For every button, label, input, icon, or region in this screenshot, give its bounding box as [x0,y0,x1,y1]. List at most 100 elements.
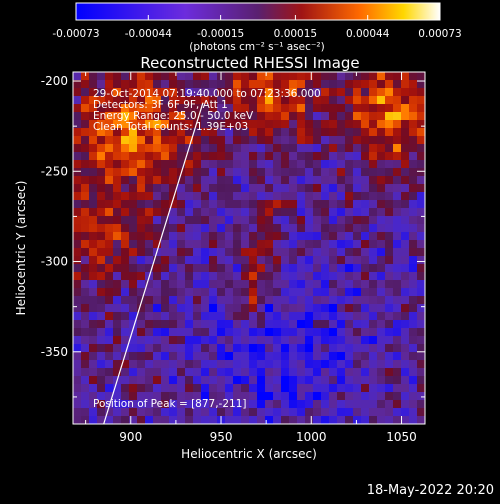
heatmap-cell [353,376,362,385]
heatmap-cell [113,416,122,424]
heatmap-cell [89,88,98,97]
heatmap-cell [169,400,178,409]
heatmap-cell [409,80,418,89]
heatmap-cell [129,152,138,161]
heatmap-cell [241,168,250,177]
heatmap-cell [145,376,154,385]
heatmap-cell [89,408,98,417]
heatmap-cell [321,368,330,377]
heatmap-cell [297,104,306,113]
heatmap-cell [361,408,370,417]
heatmap-cell [209,216,218,225]
heatmap-cell [105,128,114,137]
heatmap-cell [289,152,298,161]
heatmap-cell [361,296,370,305]
heatmap-cell [305,128,314,137]
heatmap-cell [129,400,138,409]
heatmap-cell [113,224,122,233]
heatmap-cell [409,392,418,401]
heatmap-cell [265,312,274,321]
heatmap-cell [393,376,402,385]
heatmap-cell [185,264,194,273]
heatmap-cell [385,368,394,377]
heatmap-cell [233,256,242,265]
heatmap-cell [241,96,250,105]
heatmap-cell [225,136,234,145]
heatmap-cell [305,96,314,105]
heatmap-cell [401,328,410,337]
heatmap-cell [209,384,218,393]
colorbar [75,2,441,21]
heatmap-cell [233,344,242,353]
heatmap-cell [153,416,162,424]
heatmap-cell [113,200,122,209]
heatmap-cell [321,344,330,353]
heatmap-cell [113,256,122,265]
heatmap-cell [121,224,130,233]
heatmap-cell [265,360,274,369]
heatmap-cell [305,408,314,417]
heatmap-cell [169,112,178,121]
heatmap-cell [73,280,82,289]
heatmap-cell [129,88,138,97]
heatmap-cell [169,296,178,305]
heatmap-cell [89,320,98,329]
heatmap-cell [129,360,138,369]
heatmap-cell [185,336,194,345]
heatmap-cell [281,80,290,89]
heatmap-cell [145,216,154,225]
heatmap-cell [273,184,282,193]
heatmap-cell [233,368,242,377]
heatmap-cell [193,232,202,241]
heatmap-cell [225,312,234,321]
heatmap-cell [209,392,218,401]
heatmap-cell [137,88,146,97]
heatmap-cell [409,248,418,257]
heatmap-cell [73,328,82,337]
heatmap-cell [97,200,106,209]
heatmap-cell [385,232,394,241]
heatmap-cell [329,416,338,424]
heatmap-cell [161,232,170,241]
heatmap-cell [385,96,394,105]
heatmap-cell [273,104,282,113]
heatmap-cell [361,256,370,265]
heatmap-cell [281,120,290,129]
heatmap-cell [313,208,322,217]
heatmap-cell [409,336,418,345]
heatmap-cell [393,288,402,297]
heatmap-cell [177,176,186,185]
heatmap-cell [225,240,234,249]
heatmap-cell [369,408,378,417]
heatmap-cell [289,360,298,369]
heatmap-cell [369,328,378,337]
heatmap-cell [385,144,394,153]
heatmap-cell [201,248,210,257]
heatmap-cell [97,336,106,345]
heatmap-cell [73,80,82,89]
heatmap-cell [401,392,410,401]
heatmap-cell [137,304,146,313]
heatmap-cell [257,240,266,249]
heatmap-cell [385,128,394,137]
heatmap-cell [417,264,425,273]
heatmap-cell [217,152,226,161]
heatmap-cell [169,328,178,337]
heatmap-cell [385,360,394,369]
heatmap-cell [249,232,258,241]
heatmap-cell [193,360,202,369]
heatmap-cell [289,160,298,169]
heatmap-cell [145,360,154,369]
heatmap-cell [289,200,298,209]
heatmap-cell [361,96,370,105]
heatmap-cell [241,72,250,81]
heatmap-cell [417,176,425,185]
colorbar-tick-label: 0.00044 [346,28,390,40]
heatmap-cell [417,88,425,97]
heatmap-cell [305,272,314,281]
heatmap-cell [345,208,354,217]
heatmap-cell [145,344,154,353]
heatmap-cell [249,136,258,145]
heatmap-cell [145,168,154,177]
